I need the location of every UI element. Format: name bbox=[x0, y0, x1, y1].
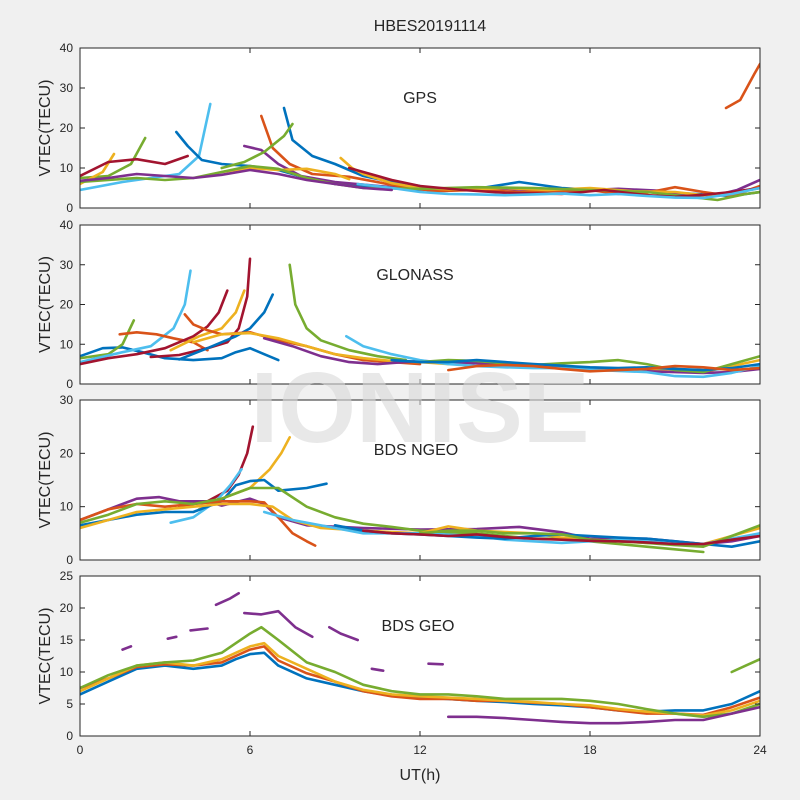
x-tick-label: 18 bbox=[583, 743, 597, 757]
series-line-9 bbox=[189, 627, 209, 632]
series-line-9 bbox=[183, 313, 422, 366]
series-line-15 bbox=[356, 182, 760, 200]
y-tick-label: 0 bbox=[66, 377, 73, 391]
x-tick-label: 24 bbox=[753, 743, 767, 757]
series-group bbox=[80, 592, 760, 725]
series-line-10 bbox=[220, 122, 294, 170]
series-line-8 bbox=[169, 289, 246, 352]
panel-title: BDS GEO bbox=[382, 618, 455, 635]
series-line-16 bbox=[80, 168, 393, 192]
x-tick-label: 0 bbox=[77, 743, 84, 757]
y-tick-label: 40 bbox=[60, 41, 74, 55]
series-line-4 bbox=[118, 331, 209, 352]
y-tick-label: 25 bbox=[60, 569, 74, 583]
series-line-4 bbox=[80, 625, 760, 719]
y-tick-label: 0 bbox=[66, 729, 73, 743]
series-line-8 bbox=[724, 62, 760, 110]
y-tick-label: 20 bbox=[60, 121, 74, 135]
x-tick-label: 6 bbox=[247, 743, 254, 757]
figure-title: HBES20191114 bbox=[374, 18, 486, 35]
series-line-10 bbox=[214, 592, 240, 607]
series-line-13 bbox=[370, 667, 385, 672]
plot-area bbox=[80, 225, 760, 384]
y-tick-label: 10 bbox=[60, 161, 74, 175]
y-tick-label: 20 bbox=[60, 601, 74, 615]
y-axis-label: VTEC(TECU) bbox=[37, 256, 54, 353]
y-tick-label: 30 bbox=[60, 393, 74, 407]
y-tick-label: 10 bbox=[60, 665, 74, 679]
panel-title: BDS NGEO bbox=[374, 442, 458, 459]
subplot-panels: 0 10 20 30 40 VTEC(TECU) GPS 0 10 20 30 40 VTEC(TECU… bbox=[37, 41, 767, 757]
y-tick-label: 0 bbox=[66, 553, 73, 567]
series-line-8 bbox=[166, 635, 178, 640]
panel-title: GLONASS bbox=[376, 267, 453, 284]
series-line-10 bbox=[288, 263, 408, 362]
series-line-11 bbox=[220, 166, 351, 181]
subplot-2: 0 10 20 30 40 VTEC(TECU) GLONASS bbox=[37, 218, 761, 391]
y-tick-label: 20 bbox=[60, 298, 74, 312]
y-tick-label: 10 bbox=[60, 337, 74, 351]
y-tick-label: 20 bbox=[60, 446, 74, 460]
y-tick-label: 10 bbox=[60, 500, 74, 514]
series-group bbox=[80, 425, 760, 554]
x-tick-label: 12 bbox=[413, 743, 427, 757]
series-group bbox=[80, 257, 760, 379]
y-tick-label: 15 bbox=[60, 633, 74, 647]
series-line-3 bbox=[80, 269, 192, 364]
series-line-7 bbox=[121, 645, 133, 651]
y-tick-label: 30 bbox=[60, 258, 74, 272]
y-tick-label: 40 bbox=[60, 218, 74, 232]
series-line-3 bbox=[80, 641, 760, 717]
y-axis-label: VTEC(TECU) bbox=[37, 80, 54, 177]
series-line-4 bbox=[80, 154, 189, 178]
subplot-1: 0 10 20 30 40 VTEC(TECU) GPS bbox=[37, 41, 761, 215]
y-axis-label: VTEC(TECU) bbox=[37, 432, 54, 529]
x-axis-label: UT(h) bbox=[400, 767, 441, 784]
watermark-text: IONISE bbox=[251, 352, 590, 464]
series-line-15 bbox=[390, 358, 760, 372]
y-tick-label: 5 bbox=[66, 697, 73, 711]
series-line-6 bbox=[149, 257, 252, 359]
series-line-5 bbox=[80, 289, 229, 366]
y-axis-label: VTEC(TECU) bbox=[37, 608, 54, 705]
series-line-12 bbox=[362, 529, 760, 546]
series-group bbox=[80, 62, 760, 202]
plot-area bbox=[80, 48, 760, 208]
series-line-12 bbox=[328, 625, 359, 642]
subplot-4: 0 5 10 15 20 25 0 6 12 18 24 VTEC(TECU) BDS GEO bbox=[37, 569, 767, 757]
y-tick-label: 30 bbox=[60, 81, 74, 95]
series-line-14 bbox=[427, 662, 444, 666]
subplot-3: 0 10 20 30 VTEC(TECU) BDS NGEO bbox=[37, 393, 761, 567]
series-line-5 bbox=[730, 657, 760, 674]
panel-title: GPS bbox=[403, 90, 437, 107]
series-line-6 bbox=[447, 705, 760, 725]
series-line-16 bbox=[447, 363, 760, 373]
series-line-11 bbox=[243, 609, 314, 639]
y-tick-label: 0 bbox=[66, 201, 73, 215]
